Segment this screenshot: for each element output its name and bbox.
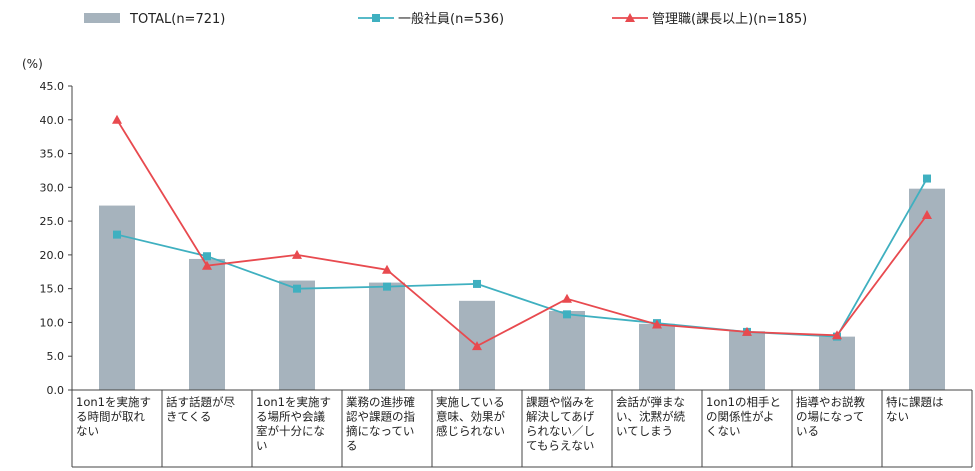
point-triangle (382, 264, 392, 274)
category-label-line: 指導やお説教 (796, 395, 865, 409)
point-square (473, 279, 481, 288)
category-label-line: 課題や悩みを (526, 395, 595, 409)
point-triangle (922, 210, 932, 220)
legend-label: 管理職(課長以上)(n=185) (652, 11, 807, 27)
y-tick-label: 20.0 (40, 249, 65, 262)
point-triangle (202, 260, 212, 270)
series-line (116, 119, 928, 348)
category-label-line: 感じられない (436, 424, 505, 438)
y-tick-label: 15.0 (40, 283, 65, 296)
y-tick-label: 40.0 (40, 114, 65, 127)
y-axis-label: (%) (22, 57, 43, 71)
y-axis: 0.0 5.0 10.0 15.0 20.0 25.0 30.0 35.0 40.0 45.0 (40, 80, 73, 397)
legend-swatch-bar (84, 13, 120, 23)
point-triangle (652, 319, 662, 329)
category-label-line: る (346, 439, 358, 453)
category-label: 話す話題が尽きてくる (166, 395, 235, 424)
category-label-line: い、沈黙が続 (616, 410, 685, 424)
category-label-line: きてくる (166, 410, 211, 424)
category-label-line: くない (706, 424, 741, 438)
lines (112, 114, 932, 351)
point-triangle (112, 114, 122, 124)
y-tick-label: 25.0 (40, 215, 65, 228)
category-label-line: 認や課題の指 (346, 410, 415, 424)
point-square (383, 282, 391, 291)
y-tick-label: 45.0 (40, 80, 65, 93)
bar (549, 310, 585, 390)
y-tick-label: 10.0 (40, 316, 65, 329)
series-line (116, 178, 928, 338)
y-tick-label: 30.0 (40, 181, 65, 194)
point-square (113, 230, 121, 239)
bar (639, 323, 675, 390)
category-label: 実施している意味、効果が感じられない (436, 395, 505, 438)
point-triangle (562, 293, 572, 303)
category-label-line: る場所や会議 (256, 410, 325, 424)
category-label-line: 特に課題は (886, 395, 944, 409)
category-label-line: 意味、効果が (436, 410, 505, 424)
category-label-line: 1on1の相手と (706, 395, 781, 409)
category-label: 業務の進捗確認や課題の指摘になっている (346, 395, 415, 453)
category-table: 1on1を実施する時間が取れない話す話題が尽きてくる1on1を実施する場所や会議… (71, 389, 973, 468)
point-triangle (472, 341, 482, 351)
y-tick-label: 0.0 (47, 384, 65, 397)
point-triangle (832, 330, 842, 340)
category-label-line: 会話が弾まな (616, 395, 685, 409)
point-square (293, 284, 301, 293)
point-triangle (292, 249, 302, 259)
bar (729, 331, 765, 390)
category-label-line: る時間が取れ (76, 410, 145, 424)
category-label: 1on1を実施する場所や会議室が十分にない (256, 395, 331, 453)
legend-marker-triangle (625, 13, 635, 22)
category-label-line: ない (76, 424, 99, 438)
category-label: 課題や悩みを解決してあげられない／してもらえない (526, 395, 595, 453)
bars (99, 188, 945, 390)
category-label-line: 解決してあげ (526, 410, 595, 424)
legend-label: TOTAL(n=721) (129, 12, 225, 27)
category-label-line: いる (796, 424, 819, 438)
legend: TOTAL(n=721) 一般社員(n=536) 管理職(課長以上)(n=185) (84, 11, 807, 27)
y-tick-label: 35.0 (40, 148, 65, 161)
category-label: 指導やお説教の場になっている (796, 395, 865, 438)
category-label-line: てもらえない (526, 439, 594, 453)
bar (909, 188, 945, 390)
category-label-line: られない／し (526, 424, 595, 438)
point-square (923, 174, 931, 183)
category-label-line: 摘になってい (346, 424, 414, 438)
category-label-line: の場になって (796, 410, 864, 424)
bar (279, 280, 315, 390)
category-label-line: の関係性がよ (706, 410, 774, 424)
legend-marker-square (372, 14, 380, 22)
category-label-line: いてしまう (616, 424, 673, 438)
category-label-line: い (256, 439, 268, 453)
point-square (203, 252, 211, 261)
category-label-line: 室が十分にな (256, 424, 325, 438)
category-label-line: 話す話題が尽 (166, 395, 235, 409)
category-label-line: 実施している (436, 395, 505, 409)
bar (189, 258, 225, 390)
category-label: 1on1の相手との関係性がよくない (706, 395, 781, 438)
bar (819, 336, 855, 390)
category-label-line: ない (886, 410, 909, 424)
y-tick-label: 5.0 (47, 350, 65, 363)
category-label: 会話が弾まない、沈黙が続いてしまう (616, 395, 685, 438)
legend-label: 一般社員(n=536) (398, 11, 504, 27)
category-label: 特に課題はない (886, 395, 944, 424)
bar (369, 282, 405, 390)
category-label-line: 1on1を実施す (76, 395, 151, 409)
category-label-line: 業務の進捗確 (346, 395, 415, 409)
point-square (563, 310, 571, 319)
category-label: 1on1を実施する時間が取れない (76, 395, 151, 438)
point-triangle (742, 326, 752, 336)
category-label-line: 1on1を実施す (256, 395, 331, 409)
